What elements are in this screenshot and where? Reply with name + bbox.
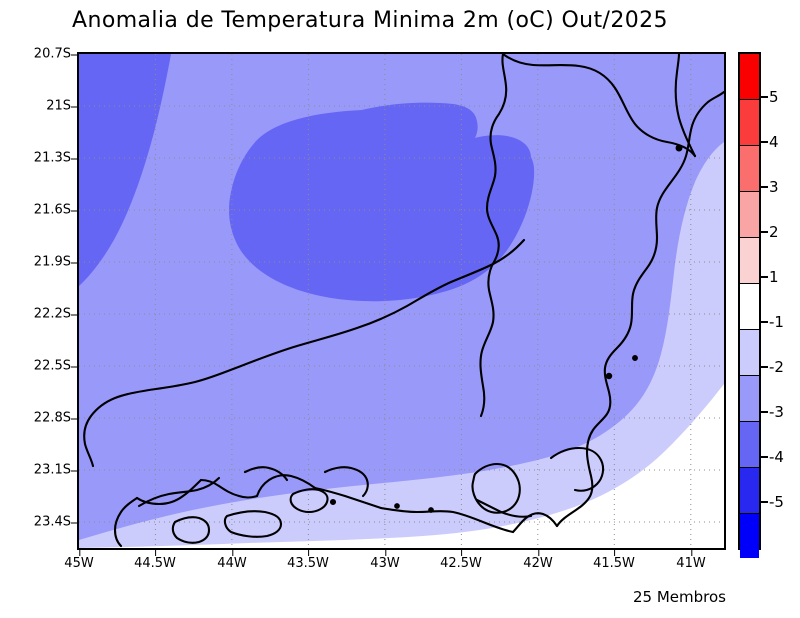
coastline-sepetiba-bay [113, 496, 139, 548]
colorbar-label: 3 [769, 178, 779, 196]
coastline-guanabara-bay [511, 512, 559, 534]
colorbar-label: -2 [769, 358, 784, 376]
state-border-east [674, 54, 697, 158]
island-marambaia [223, 510, 283, 538]
colorbar-segment [740, 422, 759, 468]
coastline-rio-metro [379, 506, 515, 534]
state-border-northeast [501, 54, 697, 158]
colorbar-label: -5 [769, 493, 784, 511]
island-dot-2 [605, 372, 613, 380]
coastline-bay-inner [471, 462, 521, 514]
coastline-restinga [313, 486, 383, 510]
colorbar [738, 52, 761, 558]
colorbar-label: 2 [769, 223, 779, 241]
y-axis-label: 21.3S [34, 151, 78, 166]
x-axis-label: 41W [676, 550, 706, 571]
colorbar-segment [740, 238, 759, 284]
coastline-angra [137, 476, 221, 508]
colorbar-label: 5 [769, 88, 779, 106]
x-axis-label: 42W [523, 550, 553, 571]
island-dot-4 [329, 498, 337, 506]
x-axis-label: 43.5W [287, 550, 329, 571]
island-paqueta [289, 488, 329, 514]
x-axis-label: 45W [64, 550, 94, 571]
colorbar-label: 4 [769, 133, 779, 151]
y-axis-label: 20.7S [34, 47, 78, 62]
ensemble-members-note: 25 Membros [633, 588, 726, 606]
coastline-saquarema-lagoon [199, 478, 259, 499]
colorbar-segment [740, 100, 759, 146]
x-axis-label: 42.5W [440, 550, 482, 571]
coastline-and-borders [83, 54, 724, 548]
coastline-lagoa-maricai [255, 474, 317, 498]
island-dot-3 [632, 355, 638, 361]
colorbar-label: -4 [769, 448, 784, 466]
colorbar-segment [740, 192, 759, 238]
y-axis-label: 23.1S [34, 463, 78, 478]
anomaly-band-minus3-northwest [79, 54, 171, 286]
island-dot-6 [428, 507, 434, 513]
island-ilha-grande [171, 516, 211, 544]
colorbar-segment [740, 468, 759, 514]
coastline-cabo-frio [549, 446, 605, 492]
colorbar-segment [740, 54, 759, 100]
map-plot-area [77, 52, 726, 550]
anomaly-band-minus3-core-main [229, 102, 535, 302]
coastline-main [555, 90, 724, 528]
x-axis-label: 44W [217, 550, 247, 571]
y-axis: 20.7S 21S 21.3S 21.6S 21.9S 22.2S 22.5S … [0, 47, 78, 550]
state-border-north [479, 54, 508, 418]
y-axis-label: 21.6S [34, 203, 78, 218]
coastline-bay-channel [475, 498, 533, 518]
y-axis-label: 22.8S [34, 411, 78, 426]
coastline-small-bay [323, 466, 369, 498]
colorbar-segment [740, 284, 759, 330]
y-axis-label: 22.5S [34, 359, 78, 374]
x-axis-label: 41.5W [593, 550, 635, 571]
colorbar-segment [740, 376, 759, 422]
colorbar-label: 1 [769, 268, 779, 286]
colorbar-segment [740, 330, 759, 376]
colorbar-label: -1 [769, 313, 784, 331]
colorbar-segment [740, 146, 759, 192]
island-dot-5 [394, 503, 400, 509]
coastline-inlet-detail [243, 466, 289, 482]
state-border-west [83, 238, 526, 468]
y-axis-label: 23.4S [34, 515, 78, 530]
y-axis-label: 21S [46, 99, 78, 114]
page-title: Anomalia de Temperatura Minima 2m (oC) O… [72, 8, 668, 33]
colorbar-labels: 5 4 3 2 1 -1 -2 -3 -4 -5 [761, 52, 799, 550]
x-axis: 45W 44.5W 44W 43.5W 43W 42.5W 42W 41.5W … [64, 550, 726, 578]
island-dot-1 [675, 144, 683, 152]
map-svg [79, 54, 724, 548]
x-axis-label: 44.5W [134, 550, 176, 571]
x-axis-label: 43W [370, 550, 400, 571]
colorbar-segment [740, 514, 759, 558]
y-axis-label: 21.9S [34, 255, 78, 270]
y-axis-label: 22.2S [34, 307, 78, 322]
colorbar-label: -3 [769, 403, 784, 421]
